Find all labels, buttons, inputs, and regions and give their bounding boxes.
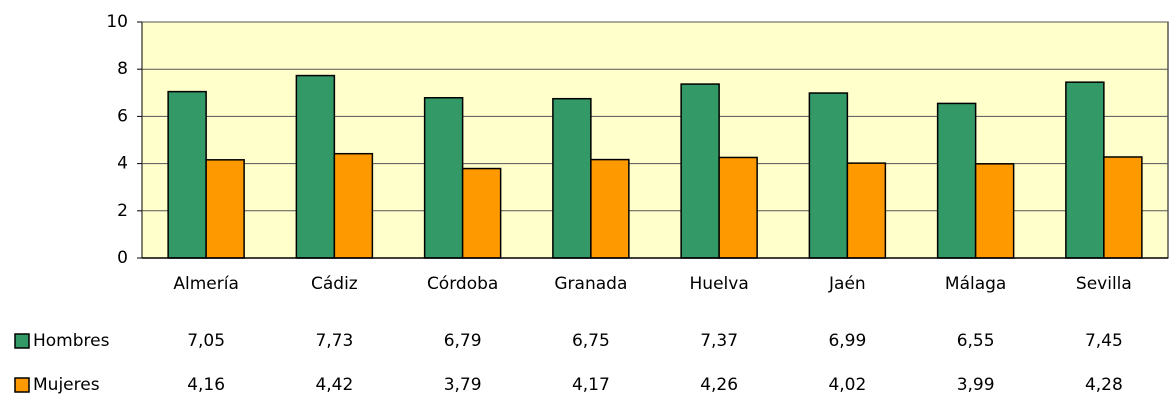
bar <box>590 158 630 259</box>
y-tick-label: 10 <box>106 12 128 32</box>
bar <box>974 163 1015 259</box>
table-value: 4,17 <box>572 375 610 395</box>
bar <box>552 97 592 259</box>
bar <box>680 83 720 259</box>
bar <box>167 90 207 259</box>
table-value: 4,28 <box>1085 375 1123 395</box>
y-tick-label: 6 <box>117 106 128 126</box>
bar <box>295 74 336 259</box>
x-tick-label: Córdoba <box>427 274 498 294</box>
bar <box>205 159 245 259</box>
legend-swatch <box>14 333 30 349</box>
table-value: 6,75 <box>572 331 610 351</box>
bar <box>461 167 502 259</box>
y-tick-label: 0 <box>117 248 128 268</box>
table-value: 4,26 <box>700 375 738 395</box>
bar <box>936 102 977 259</box>
legend-swatch <box>14 377 30 393</box>
bar <box>1103 156 1143 259</box>
x-tick-label: Málaga <box>945 274 1006 294</box>
table-value: 3,79 <box>444 375 482 395</box>
bar <box>808 92 849 259</box>
table-value: 6,55 <box>957 331 995 351</box>
table-value: 7,05 <box>187 331 225 351</box>
table-value: 6,99 <box>828 331 866 351</box>
table-value: 7,73 <box>315 331 353 351</box>
y-tick-label: 2 <box>117 201 128 221</box>
legend-label: Mujeres <box>33 375 100 395</box>
x-tick-label: Granada <box>554 274 627 294</box>
table-value: 6,79 <box>444 331 482 351</box>
x-tick-label: Huelva <box>690 274 749 294</box>
bar <box>718 156 758 259</box>
table-value: 4,16 <box>187 375 225 395</box>
y-tick-label: 4 <box>117 154 128 174</box>
x-tick-label: Almería <box>173 274 239 294</box>
x-tick-label: Cádiz <box>311 274 358 294</box>
bar <box>846 162 887 259</box>
legend-label: Hombres <box>33 331 110 351</box>
table-value: 4,02 <box>828 375 866 395</box>
bar <box>423 97 464 259</box>
y-tick-label: 8 <box>117 59 128 79</box>
table-value: 7,45 <box>1085 331 1123 351</box>
table-value: 3,99 <box>957 375 995 395</box>
bar <box>1065 81 1105 259</box>
x-tick-label: Jaén <box>828 274 866 294</box>
x-tick-label: Sevilla <box>1076 274 1132 294</box>
table-value: 7,37 <box>700 331 738 351</box>
table-value: 4,42 <box>315 375 353 395</box>
bar <box>333 152 374 259</box>
